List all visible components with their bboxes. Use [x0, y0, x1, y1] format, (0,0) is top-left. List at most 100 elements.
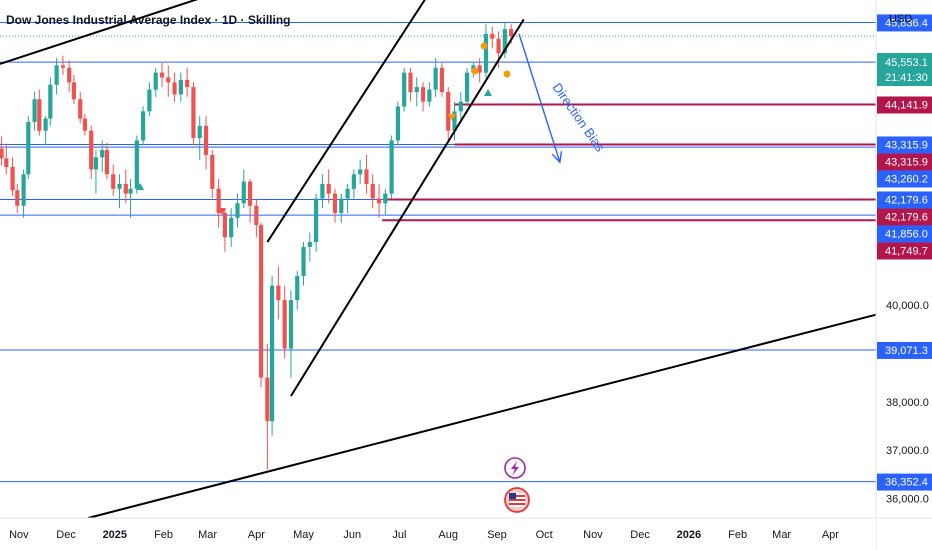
chart-title: Dow Jones Industrial Average Index · 1D … — [6, 13, 291, 27]
candle-70 — [420, 82, 426, 112]
price-badge-0: 45,836.4 — [877, 14, 932, 32]
time-tick-1: Dec — [56, 529, 76, 541]
price-badge-label-9: 41,749.7 — [885, 245, 928, 257]
time-tick-3: Feb — [154, 529, 173, 541]
time-tick-5: Apr — [248, 529, 265, 541]
time-tick-17: Apr — [822, 529, 839, 541]
time-tick-10: Sep — [487, 529, 507, 541]
candle-body-64 — [383, 193, 388, 204]
candle-76 — [458, 91, 463, 122]
candle-body-5 — [26, 121, 31, 175]
price-badge-bg-2 — [877, 96, 932, 114]
events-lightning-icon[interactable] — [504, 457, 526, 479]
price-badge-4: 43,315.9 — [877, 153, 932, 171]
time-tick-6: May — [293, 529, 314, 541]
candle-body-30 — [172, 82, 177, 95]
price-badge-label-6: 42,179.6 — [885, 194, 928, 206]
candle-46 — [269, 275, 275, 436]
time-tick-12: Nov — [583, 529, 603, 541]
candle-body-70 — [420, 87, 426, 102]
us-flag-event-icon[interactable] — [504, 487, 530, 513]
currency-label[interactable]: USD — [889, 13, 912, 25]
price-badge-bg-3 — [877, 136, 932, 154]
candle-body-7 — [37, 99, 42, 131]
candle-body-37 — [216, 188, 221, 214]
price-badge-label-5: 43,260.2 — [885, 173, 928, 185]
candle-body-63 — [376, 198, 382, 204]
candle-54 — [320, 174, 325, 209]
price-badge-7: 42,179.6 — [877, 208, 932, 226]
last-price-value: 45,553.1 — [885, 57, 928, 69]
time-axis-ticks[interactable]: Nov Dec 2025 Feb Mar Apr May Jun Jul Aug Sep Oct Nov… — [9, 529, 839, 541]
time-tick-15: Feb — [728, 529, 747, 541]
candle-body-9 — [48, 84, 53, 119]
candle-50 — [295, 271, 300, 310]
price-badge-11: 36,352.4 — [877, 473, 932, 491]
time-tick-0: Nov — [9, 529, 29, 541]
candle-47 — [276, 266, 281, 320]
candle-53 — [314, 193, 319, 252]
signal-dot-2 — [503, 70, 511, 78]
candle-body-34 — [197, 125, 202, 138]
candle-36 — [210, 150, 215, 199]
candle-body-1 — [4, 158, 9, 168]
last-price-badge: 45,553.1 21:41:30 — [877, 53, 932, 86]
candle-81 — [490, 26, 495, 49]
candle-body-71 — [427, 89, 432, 102]
candle-body-74 — [446, 91, 451, 131]
price-axis-ticks[interactable]: 40,000.0 38,000.0 37,000.0 36,000.0 — [886, 300, 929, 506]
candle-22 — [123, 169, 128, 204]
price-tick-3: 36,000.0 — [886, 494, 929, 506]
candle-body-76 — [458, 101, 463, 112]
candle-body-81 — [490, 33, 495, 39]
candle-19 — [104, 142, 110, 180]
candle-body-13 — [71, 82, 77, 100]
candle-body-80 — [483, 33, 489, 73]
candle-body-14 — [78, 99, 83, 119]
price-badge-9: 41,749.7 — [877, 242, 932, 260]
candle-69 — [414, 77, 419, 107]
candle-27 — [153, 67, 158, 97]
candle-42 — [247, 179, 253, 223]
price-badge-label-0: 45,836.4 — [885, 17, 928, 29]
time-tick-14: 2026 — [677, 529, 701, 541]
candle-13 — [71, 75, 77, 105]
candle-body-50 — [295, 275, 300, 301]
candle-55 — [326, 169, 331, 204]
time-tick-2: 2025 — [103, 529, 127, 541]
direction-arrow-head — [551, 151, 563, 164]
candle-body-45 — [265, 377, 270, 422]
candle-body-59 — [351, 174, 356, 189]
signal-triangle-up-1 — [484, 89, 492, 96]
candle-44 — [258, 222, 264, 388]
candle-38 — [222, 208, 227, 252]
candle-body-32 — [185, 79, 190, 88]
candle-9 — [48, 77, 53, 126]
candle-61 — [364, 154, 369, 194]
candle-77 — [464, 67, 470, 107]
candle-24 — [134, 135, 139, 194]
price-badge-10: 39,071.3 — [877, 341, 932, 359]
candle-body-15 — [82, 118, 88, 131]
price-badge-label-8: 41,856.0 — [885, 228, 928, 240]
candle-37 — [216, 179, 221, 228]
horizontal-levels — [0, 21, 876, 483]
candle-body-54 — [320, 183, 325, 199]
candle-58 — [345, 183, 350, 214]
candle-body-69 — [414, 87, 419, 92]
candle-body-28 — [159, 72, 165, 78]
price-badge-label-11: 36,352.4 — [885, 477, 928, 489]
trendline-0 — [0, 0, 199, 65]
price-badge-6: 42,179.6 — [877, 191, 932, 209]
candle-73 — [439, 62, 445, 97]
price-badge-label-4: 43,315.9 — [885, 156, 928, 168]
signal-triangle-down-1 — [218, 208, 226, 215]
candle-28 — [159, 62, 165, 88]
candle-body-27 — [153, 72, 158, 90]
candle-7 — [37, 89, 42, 136]
candle-74 — [446, 87, 451, 141]
price-badge-label-2: 44,141.9 — [885, 99, 928, 111]
candle-body-8 — [43, 118, 48, 131]
candle-6 — [32, 91, 37, 131]
